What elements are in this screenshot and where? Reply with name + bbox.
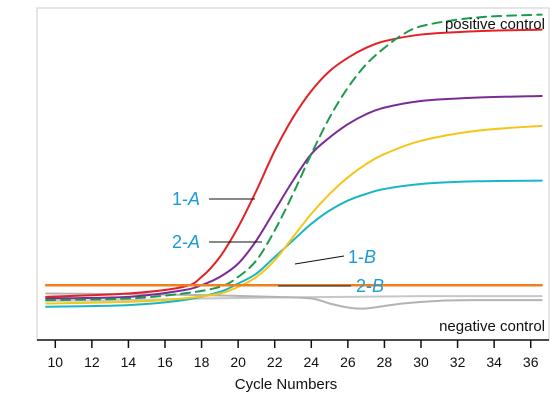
label-2b-suffix: B [372,276,384,296]
series-layer [44,13,543,310]
x-tick-label: 16 [157,354,173,370]
x-tick-label: 22 [267,354,283,370]
x-tick-label: 14 [121,354,137,370]
series-line-s2A [45,94,543,300]
x-tick-label: 24 [303,354,319,370]
plot-frame [36,7,550,341]
x-tick-label: 12 [84,354,100,370]
label-1a-prefix: 1- [172,189,188,209]
x-tick-label: 36 [523,354,539,370]
positive-control-label: positive control [445,16,545,33]
series-line-s1B [45,124,543,305]
label-2a: 2-A [172,232,200,252]
label-2a-prefix: 2- [172,232,188,252]
label-1b-suffix: B [364,247,376,267]
x-tick-layer: 10 12 14 16 18 20 22 24 26 28 30 32 34 36 [47,340,539,370]
label-2a-suffix: A [187,232,200,252]
label-1b: 1-B [348,247,376,267]
label-2b-prefix: 2- [356,276,372,296]
x-tick-label: 26 [340,354,356,370]
series-line-positive-control [45,13,543,302]
label-1a-suffix: A [187,189,200,209]
x-tick-label: 10 [47,354,63,370]
label-1a: 1-A [172,189,200,209]
x-tick-label: 28 [377,354,393,370]
x-axis-title: Cycle Numbers [235,376,338,393]
x-tick-label: 32 [450,354,466,370]
x-tick-label: 34 [486,354,502,370]
series-line-negative-control [45,292,543,310]
label-1b-prefix: 1- [348,247,364,267]
label-1b-leader [294,255,345,265]
label-2b: 2-B [356,276,384,296]
x-tick-label: 18 [194,354,210,370]
x-tick-label: 30 [413,354,429,370]
x-tick-label: 20 [230,354,246,370]
negative-control-label: negative control [439,318,545,335]
